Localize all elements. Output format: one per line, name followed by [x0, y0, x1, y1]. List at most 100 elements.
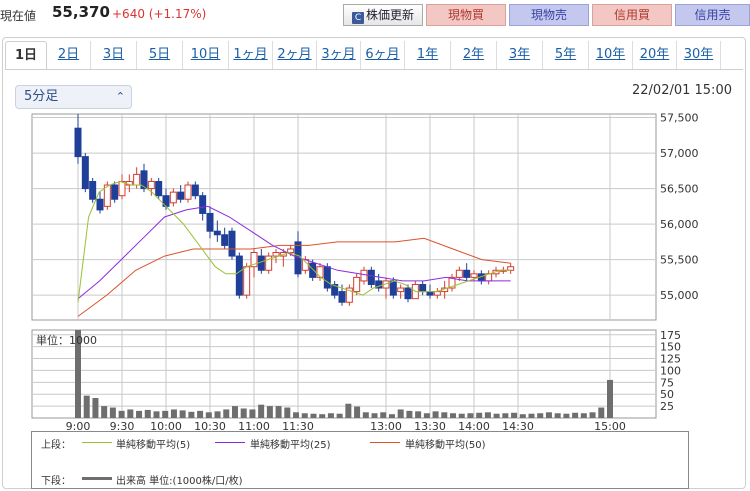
tab-1[interactable]: 2日 [47, 41, 91, 69]
volume-bar [170, 409, 177, 418]
candle-body [294, 248, 302, 275]
volume-bar [519, 414, 526, 418]
refresh-price-button[interactable]: C 株価更新 [343, 4, 423, 26]
tab-4[interactable]: 10日 [183, 41, 229, 69]
candle-body [133, 173, 141, 186]
x-tick-label: 11:00 [238, 420, 270, 433]
candle-body [191, 184, 199, 197]
volume-tick-label: 175 [660, 329, 681, 342]
spot-sell-button[interactable]: 現物売 [509, 4, 589, 26]
tab-6[interactable]: 2ヶ月 [273, 41, 317, 69]
tab-5[interactable]: 1ヶ月 [229, 41, 273, 69]
volume-bar [231, 406, 238, 418]
candle-body [463, 269, 471, 278]
volume-bar [380, 412, 387, 418]
volume-bar [345, 403, 352, 418]
candle-body [331, 283, 339, 296]
volume-tick-label: 25 [660, 400, 674, 413]
ma50-line [77, 237, 511, 317]
tab-13[interactable]: 10年 [589, 41, 633, 69]
legend-volume-swatch [82, 477, 112, 480]
tab-7[interactable]: 3ヶ月 [317, 41, 361, 69]
tab-0[interactable]: 1日 [5, 41, 47, 69]
candle-body [111, 184, 119, 200]
candle-body [338, 291, 346, 303]
legend-ma50: 単純移動平均(50) [405, 440, 486, 451]
interval-value: 5分足 [24, 89, 59, 104]
volume-bar [450, 413, 457, 418]
volume-bar [92, 398, 99, 418]
candle-body [89, 180, 97, 200]
volume-bar [310, 413, 317, 418]
candle-body [375, 280, 383, 289]
ma25-line [77, 205, 511, 300]
volume-plot-frame [31, 329, 657, 419]
candle-body [316, 266, 324, 278]
volume-bar [458, 413, 465, 418]
volume-bar [528, 413, 535, 418]
legend-ma5-swatch [82, 442, 112, 443]
legend-volume: 出来高 単位:(1000株/口/枚) [116, 476, 243, 487]
interval-select[interactable]: 5分足 ⌃ [15, 85, 132, 109]
candle-body [147, 180, 155, 190]
price-tick-label: 55,500 [660, 254, 699, 267]
legend-ma25-swatch [215, 442, 245, 443]
volume-tick-label: 50 [660, 388, 674, 401]
volume-bar [607, 379, 613, 418]
volume-bar [118, 410, 125, 418]
margin-buy-button[interactable]: 信用買 [592, 4, 672, 26]
candle-body [228, 230, 236, 257]
x-tick-label: 14:30 [502, 420, 534, 433]
candle-body [118, 180, 126, 197]
tab-15[interactable]: 30年 [677, 41, 721, 69]
volume-bar [502, 413, 509, 418]
candle-body [389, 280, 397, 296]
candle-body [257, 255, 265, 271]
volume-bar [179, 410, 186, 418]
legend-upper-label: 上段： [41, 440, 71, 451]
margin-sell-button[interactable]: 信用売 [675, 4, 750, 26]
x-tick-label: 9:30 [110, 420, 135, 433]
candle-body [206, 212, 214, 232]
candle-body [455, 269, 463, 278]
current-price: 55,370 [52, 3, 110, 21]
volume-bar [258, 404, 265, 418]
tab-10[interactable]: 2年 [451, 41, 497, 69]
candle-body [433, 291, 441, 296]
spot-buy-button[interactable]: 現物買 [426, 4, 506, 26]
legend-lower-label: 下段： [41, 476, 71, 487]
volume-bar [223, 409, 230, 418]
legend-ma50-swatch [370, 442, 400, 443]
tab-14[interactable]: 20年 [633, 41, 677, 69]
tab-3[interactable]: 5日 [137, 41, 183, 69]
volume-bar [83, 395, 90, 418]
volume-bar [75, 330, 81, 418]
volume-bar [319, 414, 326, 418]
volume-bar [493, 413, 500, 418]
volume-tick-label: 75 [660, 376, 674, 389]
volume-bar [109, 407, 116, 418]
volume-bar [511, 412, 518, 418]
volume-bar [415, 411, 422, 418]
candle-body [243, 266, 251, 296]
legend-ma5: 単純移動平均(5) [116, 440, 191, 451]
tab-11[interactable]: 3年 [497, 41, 543, 69]
tab-8[interactable]: 6ヶ月 [361, 41, 405, 69]
candle-body [272, 252, 280, 257]
volume-bar [336, 413, 343, 418]
tab-9[interactable]: 1年 [405, 41, 451, 69]
candle-body [309, 262, 317, 278]
volume-bar [327, 413, 334, 418]
volume-bar [301, 413, 308, 418]
volume-bar [598, 407, 605, 418]
volume-bar [153, 411, 160, 418]
candle-body [155, 180, 163, 197]
volume-bar [162, 410, 169, 418]
tab-2[interactable]: 3日 [91, 41, 137, 69]
volume-bar [293, 412, 300, 418]
volume-tick-label: 150 [660, 341, 681, 354]
tab-12[interactable]: 5年 [543, 41, 589, 69]
volume-bar [476, 412, 483, 418]
candle-body [353, 276, 361, 293]
